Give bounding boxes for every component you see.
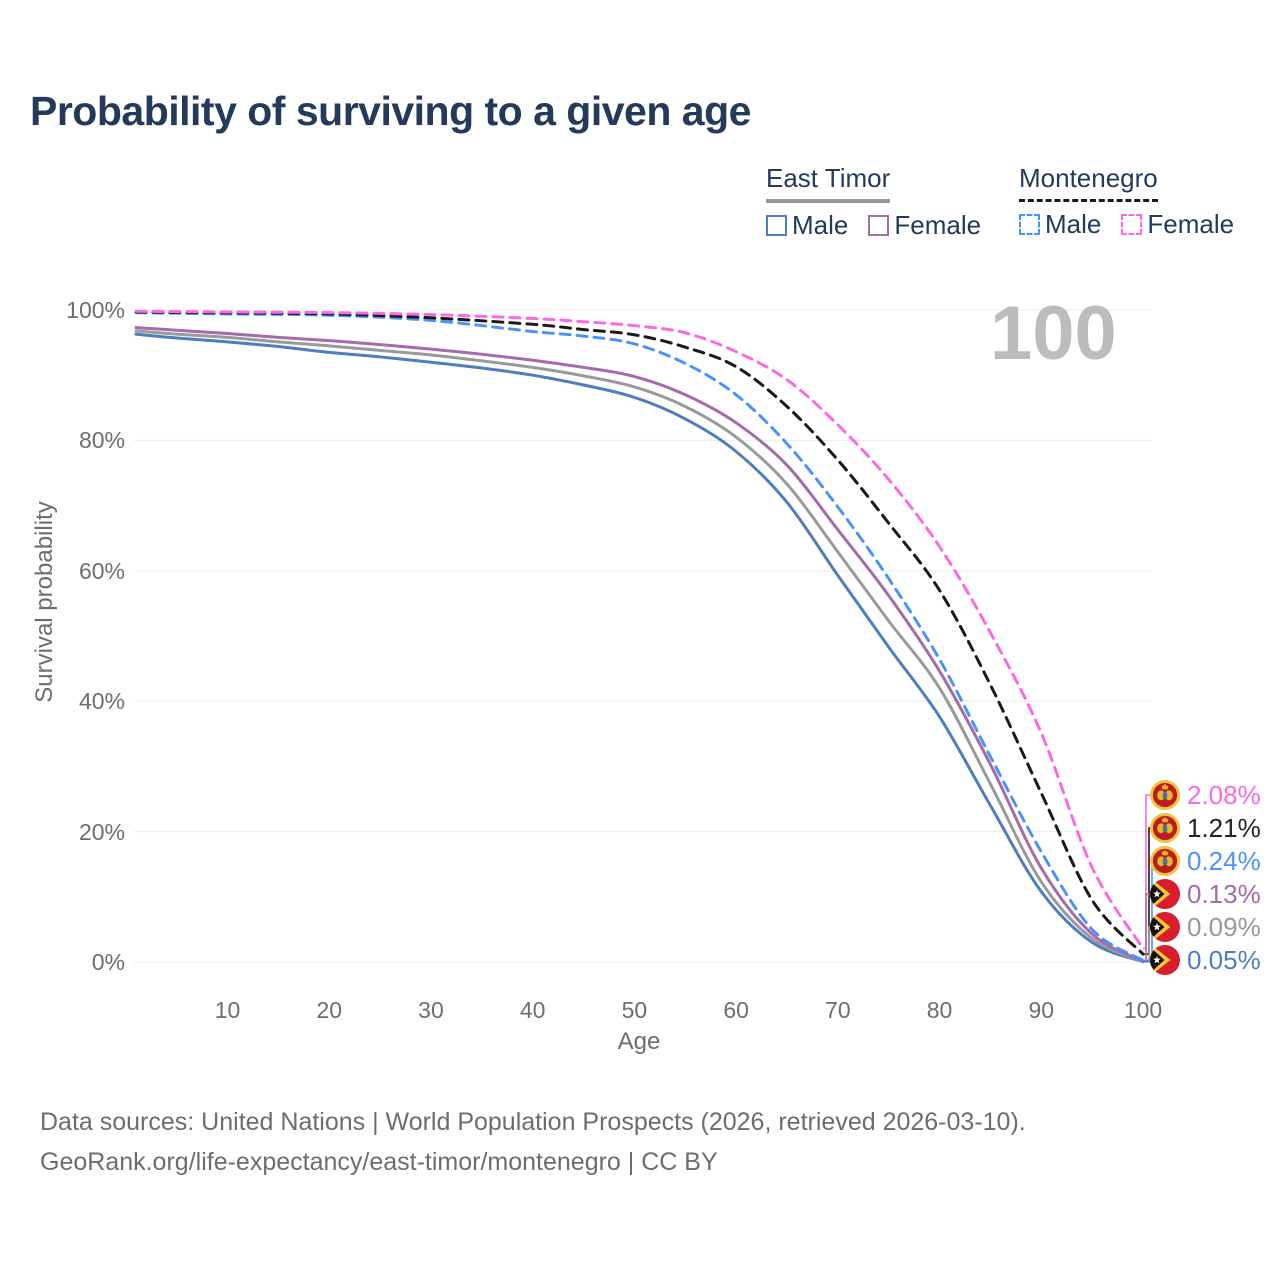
curve-east-timor-both-sexes: [134, 329, 1145, 963]
y-tick-label: 60%: [78, 557, 125, 584]
x-tick-label: 20: [316, 997, 343, 1023]
y-tick-label: 0%: [91, 949, 125, 975]
curve-montenegro-both-sexes: [134, 310, 1145, 956]
end-label-value: 2.08%: [1187, 780, 1261, 810]
end-label-montenegro-female: 2.08%: [1150, 780, 1261, 810]
legend-group-montenegro: Montenegro Male Female: [1019, 163, 1234, 240]
line-swatch-icon: [1121, 214, 1143, 235]
end-label-east-timor-female: 0.13%: [1150, 879, 1261, 909]
x-tick-label: 90: [1028, 997, 1055, 1023]
end-label-value: 0.24%: [1187, 846, 1261, 876]
montenegro-flag-icon: [1150, 846, 1180, 876]
legend-item-montenegro-female[interactable]: Female: [1121, 209, 1234, 240]
data-sources-text: Data sources: United Nations | World Pop…: [40, 1108, 1026, 1136]
page-title: Probability of surviving to a given age: [30, 88, 751, 134]
line-swatch-icon: [868, 215, 890, 236]
legend-group-title: East Timor: [766, 163, 891, 203]
legend-item-label: Female: [1147, 209, 1235, 239]
x-tick-label: 60: [723, 997, 749, 1023]
end-label-east-timor-both-sexes: 0.09%: [1150, 912, 1261, 942]
curve-montenegro-male: [134, 311, 1145, 962]
legend-item-east-timor-female[interactable]: Female: [868, 210, 981, 241]
legend-item-label: Female: [894, 210, 982, 240]
x-tick-label: 10: [214, 997, 241, 1023]
end-label-value: 0.13%: [1187, 879, 1261, 909]
x-tick-label: 80: [926, 997, 953, 1023]
east-timor-flag-icon: [1150, 879, 1180, 909]
x-tick-label: 70: [825, 997, 851, 1023]
end-label-value: 1.21%: [1187, 813, 1261, 843]
legend-items: Male Female: [1019, 209, 1234, 240]
east-timor-flag-icon: [1150, 912, 1180, 942]
legend-item-east-timor-male[interactable]: Male: [766, 210, 848, 241]
y-axis-title: Survival probability: [31, 501, 58, 703]
montenegro-flag-icon: [1150, 780, 1180, 810]
legend-item-montenegro-male[interactable]: Male: [1019, 209, 1101, 240]
end-label-value: 0.05%: [1187, 945, 1261, 975]
y-tick-label: 80%: [78, 427, 125, 454]
x-tick-label: 30: [418, 997, 444, 1023]
age-watermark: 100: [990, 291, 1117, 376]
legend-item-label: Male: [792, 210, 849, 240]
x-tick-label: 40: [519, 997, 546, 1023]
line-swatch-icon: [1019, 214, 1040, 235]
legend-group-title: Montenegro: [1019, 163, 1158, 202]
x-tick-label: 100: [1123, 997, 1163, 1023]
end-label-value: 0.09%: [1187, 912, 1261, 942]
east-timor-flag-icon: [1150, 945, 1180, 975]
curve-montenegro-female: [134, 309, 1145, 950]
x-tick-label: 50: [621, 997, 648, 1023]
legend-items: Male Female: [766, 210, 981, 241]
line-swatch-icon: [766, 215, 787, 236]
y-tick-label: 100%: [66, 297, 125, 323]
legend-group-east-timor: East Timor Male Female: [766, 163, 981, 241]
montenegro-flag-icon: [1150, 813, 1180, 843]
end-label-montenegro-male: 0.24%: [1150, 846, 1261, 876]
x-axis-title: Age: [617, 1028, 661, 1055]
legend-item-label: Male: [1045, 209, 1102, 239]
end-label-east-timor-male: 0.05%: [1150, 945, 1261, 975]
y-tick-label: 20%: [78, 818, 125, 845]
attribution-text: GeoRank.org/life-expectancy/east-timor/m…: [40, 1148, 718, 1176]
curve-east-timor-female: [134, 326, 1145, 963]
y-tick-label: 40%: [78, 688, 125, 715]
curve-east-timor-male: [134, 332, 1145, 964]
end-label-montenegro-both-sexes: 1.21%: [1150, 813, 1261, 843]
